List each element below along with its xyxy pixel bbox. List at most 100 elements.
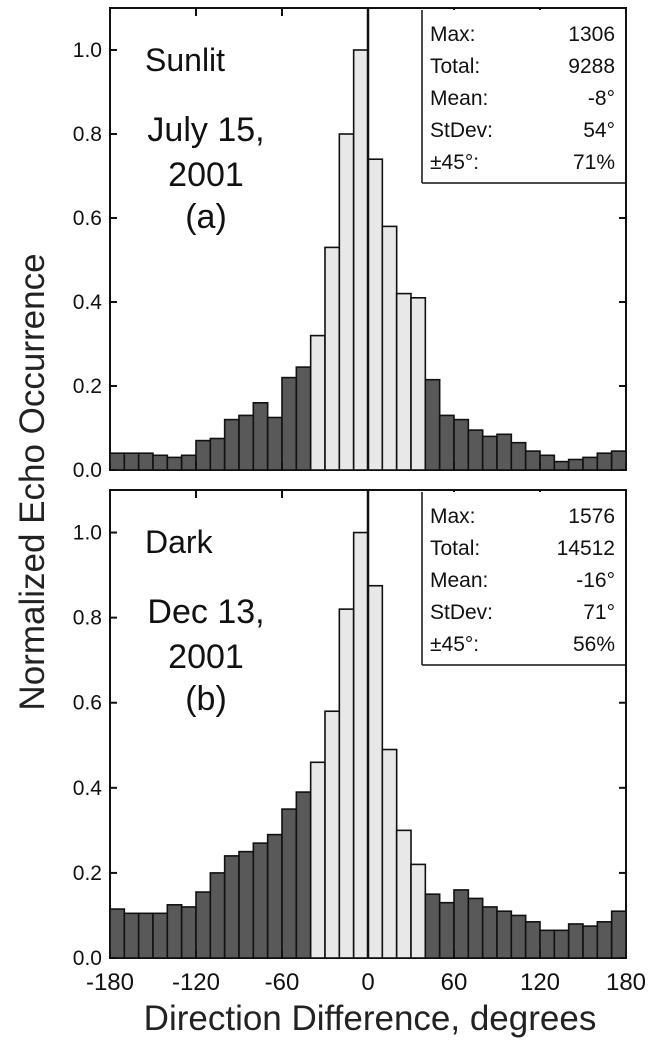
stats-box <box>422 10 625 183</box>
bar <box>238 850 255 959</box>
bar <box>424 893 441 959</box>
bar <box>209 437 226 471</box>
x-axis-title: Direction Difference, degrees <box>144 999 597 1038</box>
stats-value: 54° <box>583 119 615 142</box>
panel-date: 2001 <box>168 638 244 676</box>
y-tick-label: 0.0 <box>73 459 102 482</box>
bar <box>510 914 527 959</box>
bar <box>381 225 398 471</box>
bar <box>438 414 455 471</box>
bar <box>510 441 527 471</box>
bar <box>481 435 498 471</box>
stats-value: 56% <box>573 633 615 656</box>
bar <box>367 584 384 959</box>
bar <box>166 904 183 959</box>
panel-label: (a) <box>185 198 227 236</box>
bar <box>553 460 570 471</box>
bar <box>295 366 312 471</box>
bar <box>281 808 298 959</box>
y-tick-label: 0.4 <box>73 291 103 314</box>
bar <box>453 889 470 959</box>
bar <box>410 863 427 959</box>
bar <box>567 458 584 471</box>
bar <box>453 418 470 471</box>
bar <box>195 439 212 471</box>
bar <box>567 923 584 959</box>
stats-label: StDev: <box>430 119 493 142</box>
y-tick-label: 0.8 <box>73 607 102 630</box>
bar <box>481 906 498 959</box>
stats-label: Mean: <box>430 569 488 592</box>
y-tick-label: 0.0 <box>73 947 102 970</box>
bar <box>195 891 212 959</box>
stats-box <box>422 492 625 665</box>
x-tick-label: 0 <box>361 969 374 996</box>
bar <box>610 450 627 471</box>
stats-label: Total: <box>430 537 480 560</box>
bar <box>582 925 599 959</box>
y-tick-label: 0.2 <box>73 375 102 398</box>
y-tick-label: 0.8 <box>73 123 102 146</box>
bar <box>438 901 455 959</box>
y-tick-label: 0.6 <box>73 692 102 715</box>
stats-value: -8° <box>588 87 615 110</box>
bar <box>137 452 154 471</box>
panel-a <box>109 7 627 471</box>
stats-value: 71% <box>573 151 615 174</box>
bar <box>352 531 369 959</box>
bar <box>539 929 556 959</box>
bar <box>395 292 412 471</box>
bar <box>610 910 627 959</box>
stats-label: Mean: <box>430 87 488 110</box>
panel-date: 2001 <box>168 156 244 194</box>
y-tick-label: 1.0 <box>73 39 102 62</box>
stats-value: 1306 <box>568 23 615 46</box>
bar <box>324 710 341 959</box>
bar <box>539 454 556 471</box>
stats-label: Max: <box>430 505 476 528</box>
bar <box>281 376 298 471</box>
bar <box>180 454 197 471</box>
stats-value: 1576 <box>568 505 615 528</box>
panel-date: July 15, <box>147 111 264 149</box>
bar <box>252 401 269 471</box>
stats-label: Max: <box>430 23 476 46</box>
stats-value: 71° <box>583 601 615 624</box>
stats-label: StDev: <box>430 601 493 624</box>
bar <box>109 908 126 959</box>
bar <box>424 378 441 471</box>
bar <box>109 452 126 471</box>
bar <box>324 246 341 471</box>
bar <box>266 416 283 471</box>
bar <box>582 456 599 471</box>
bar <box>166 456 183 471</box>
bar <box>496 910 513 959</box>
bar <box>209 872 226 959</box>
stats-label: ±45°: <box>430 633 479 656</box>
bar <box>137 912 154 959</box>
bar <box>395 829 412 959</box>
bar <box>338 608 355 959</box>
bar <box>238 414 255 471</box>
stats-value: -16° <box>576 569 615 592</box>
bar <box>295 791 312 959</box>
stats-value: 14512 <box>557 537 615 560</box>
panel-date: Dec 13, <box>147 593 264 631</box>
panel-title: Dark <box>145 524 214 560</box>
bar <box>496 433 513 471</box>
bar <box>266 833 283 959</box>
bar <box>309 334 326 471</box>
bar <box>467 897 484 959</box>
y-tick-label: 0.2 <box>73 862 102 885</box>
panel-b <box>109 489 627 959</box>
bar <box>410 296 427 471</box>
y-tick-label: 1.0 <box>73 522 102 545</box>
y-tick-label: 0.4 <box>73 777 103 800</box>
bar <box>152 912 169 959</box>
x-tick-label: 60 <box>441 969 468 996</box>
bar <box>367 158 384 471</box>
bar <box>223 855 240 959</box>
bar <box>123 912 140 959</box>
bar <box>309 761 326 959</box>
panel-title: Sunlit <box>145 42 225 78</box>
